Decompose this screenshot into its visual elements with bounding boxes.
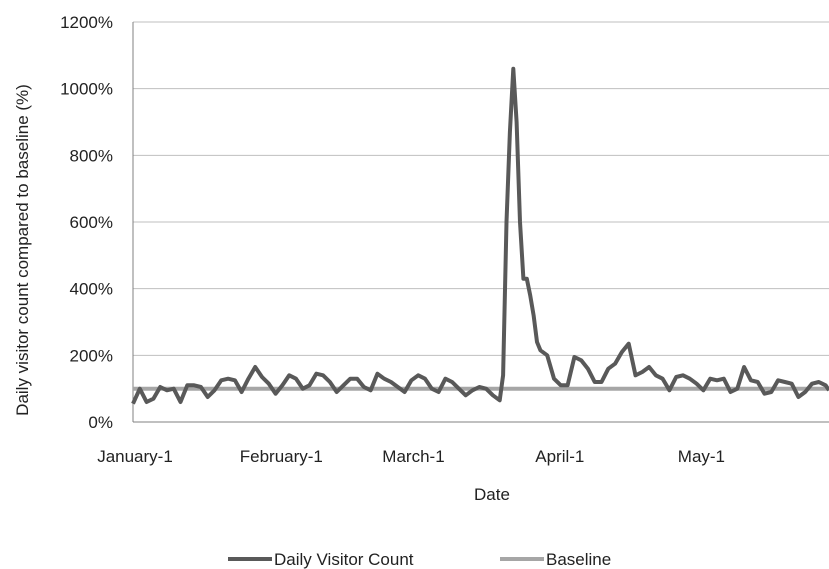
legend: Daily Visitor Count Baseline — [228, 550, 611, 569]
x-tick-label: February-1 — [240, 447, 323, 466]
y-tick-label: 1200% — [60, 13, 113, 32]
legend-label-baseline: Baseline — [546, 550, 611, 569]
series-lines — [131, 66, 829, 405]
y-axis-title: Daily visitor count compared to baseline… — [13, 84, 32, 416]
x-axis-ticks: January-1 February-1 March-1 April-1 May-1 — [97, 447, 725, 466]
series-line-daily-visitor-count — [131, 66, 829, 405]
y-tick-label: 800% — [70, 146, 113, 165]
y-tick-label: 0% — [88, 413, 113, 432]
x-axis-title: Date — [474, 485, 510, 504]
y-tick-label: 400% — [70, 280, 113, 299]
y-axis-ticks: 0% 200% 400% 600% 800% 1000% 1200% — [60, 13, 113, 432]
x-tick-label: March-1 — [382, 447, 444, 466]
y-tick-label: 200% — [70, 346, 113, 365]
x-tick-label: January-1 — [97, 447, 173, 466]
x-tick-label: April-1 — [535, 447, 584, 466]
y-tick-label: 600% — [70, 213, 113, 232]
y-tick-label: 1000% — [60, 80, 113, 99]
legend-label-daily-visitor-count: Daily Visitor Count — [274, 550, 414, 569]
x-tick-label: May-1 — [678, 447, 725, 466]
gridlines — [132, 21, 829, 423]
